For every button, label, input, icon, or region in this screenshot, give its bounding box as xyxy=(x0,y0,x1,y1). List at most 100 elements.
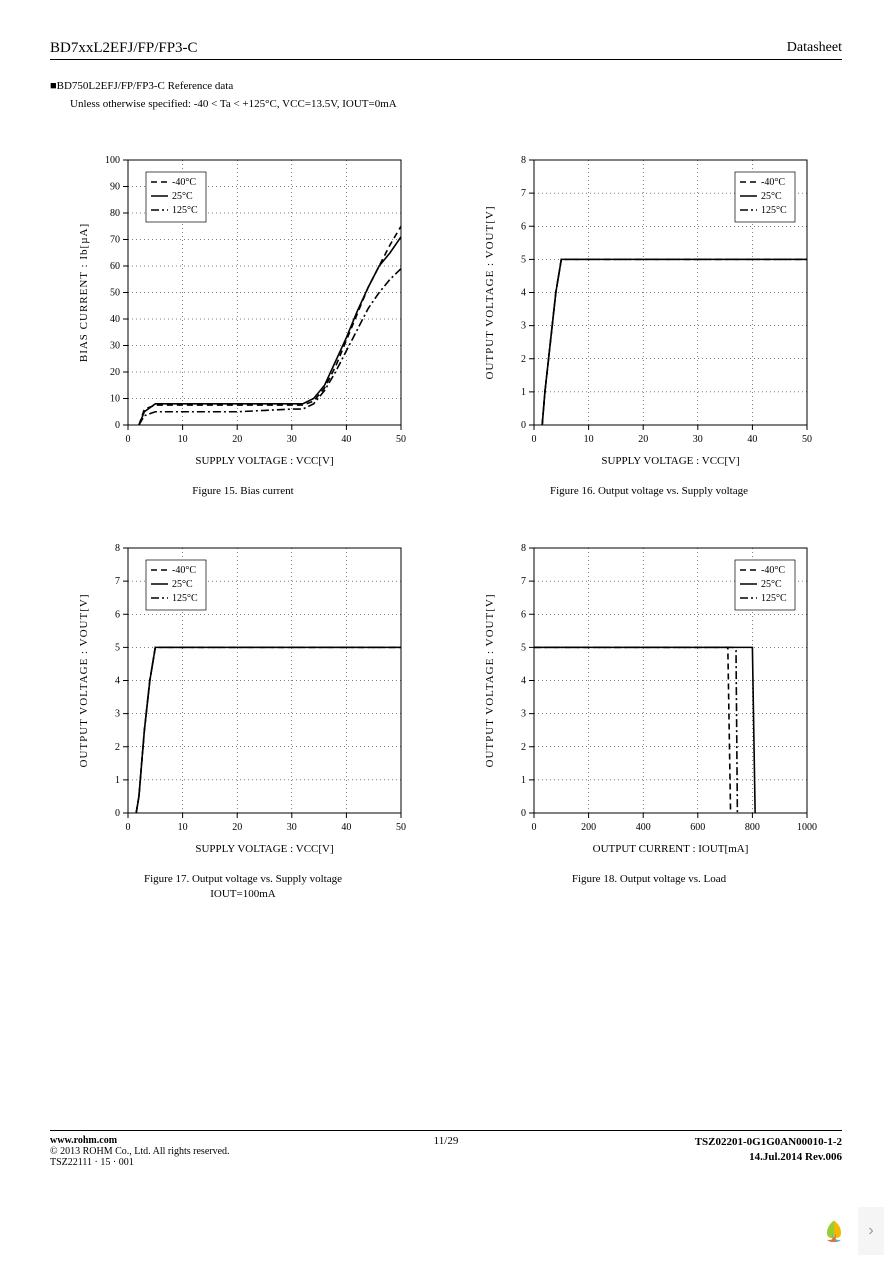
doc-label: Datasheet xyxy=(787,40,842,57)
svg-text:50: 50 xyxy=(396,434,406,445)
svg-text:40: 40 xyxy=(341,434,351,445)
svg-text:125°C: 125°C xyxy=(761,593,787,604)
svg-text:0: 0 xyxy=(115,420,120,431)
chart-grid: 010203040500102030405060708090100SUPPLY … xyxy=(60,150,832,901)
svg-text:30: 30 xyxy=(110,341,120,352)
svg-text:8: 8 xyxy=(521,155,526,166)
svg-text:10: 10 xyxy=(178,822,188,833)
svg-text:10: 10 xyxy=(584,434,594,445)
svg-text:OUTPUT VOLTAGE : VOUT[V]: OUTPUT VOLTAGE : VOUT[V] xyxy=(484,206,496,380)
footer-date: 14.Jul.2014 Rev.006 xyxy=(695,1150,842,1165)
svg-text:25°C: 25°C xyxy=(172,191,193,202)
svg-text:SUPPLY VOLTAGE : VCC[V]: SUPPLY VOLTAGE : VCC[V] xyxy=(601,455,739,467)
next-page-button[interactable]: › xyxy=(858,1207,884,1255)
svg-text:20: 20 xyxy=(638,434,648,445)
svg-text:1: 1 xyxy=(115,775,120,786)
svg-text:3: 3 xyxy=(115,709,120,720)
svg-text:0: 0 xyxy=(532,434,537,445)
logo-icon xyxy=(820,1217,848,1245)
svg-text:6: 6 xyxy=(521,610,526,621)
svg-text:1000: 1000 xyxy=(797,822,817,833)
svg-text:25°C: 25°C xyxy=(172,579,193,590)
caption-fig18: Figure 18. Output voltage vs. Load xyxy=(572,872,726,886)
svg-text:3: 3 xyxy=(521,321,526,332)
svg-text:2: 2 xyxy=(521,742,526,753)
chevron-right-icon: › xyxy=(868,1222,873,1240)
svg-text:200: 200 xyxy=(581,822,596,833)
chart-fig15: 010203040500102030405060708090100SUPPLY … xyxy=(73,150,413,470)
svg-text:30: 30 xyxy=(287,434,297,445)
viewer-nav: › xyxy=(820,1207,884,1255)
svg-text:40: 40 xyxy=(747,434,757,445)
svg-text:20: 20 xyxy=(110,367,120,378)
svg-text:8: 8 xyxy=(115,543,120,554)
svg-text:25°C: 25°C xyxy=(761,579,782,590)
svg-text:OUTPUT VOLTAGE : VOUT[V]: OUTPUT VOLTAGE : VOUT[V] xyxy=(484,594,496,768)
svg-text:90: 90 xyxy=(110,182,120,193)
svg-text:60: 60 xyxy=(110,261,120,272)
svg-text:0: 0 xyxy=(521,808,526,819)
svg-text:4: 4 xyxy=(521,676,526,687)
svg-text:-40°C: -40°C xyxy=(761,177,785,188)
svg-text:-40°C: -40°C xyxy=(761,565,785,576)
svg-text:5: 5 xyxy=(521,254,526,265)
svg-text:8: 8 xyxy=(521,543,526,554)
svg-text:6: 6 xyxy=(521,221,526,232)
svg-text:125°C: 125°C xyxy=(761,205,787,216)
svg-text:SUPPLY VOLTAGE : VCC[V]: SUPPLY VOLTAGE : VCC[V] xyxy=(195,843,333,855)
svg-text:10: 10 xyxy=(178,434,188,445)
svg-text:70: 70 xyxy=(110,235,120,246)
svg-text:40: 40 xyxy=(110,314,120,325)
svg-text:40: 40 xyxy=(341,822,351,833)
svg-text:OUTPUT VOLTAGE : VOUT[V]: OUTPUT VOLTAGE : VOUT[V] xyxy=(78,594,90,768)
svg-text:20: 20 xyxy=(232,434,242,445)
svg-text:50: 50 xyxy=(802,434,812,445)
svg-text:2: 2 xyxy=(521,354,526,365)
svg-text:3: 3 xyxy=(521,709,526,720)
svg-text:400: 400 xyxy=(636,822,651,833)
svg-text:30: 30 xyxy=(693,434,703,445)
svg-text:30: 30 xyxy=(287,822,297,833)
svg-text:SUPPLY VOLTAGE : VCC[V]: SUPPLY VOLTAGE : VCC[V] xyxy=(195,455,333,467)
svg-text:0: 0 xyxy=(521,420,526,431)
reference-heading: ■BD750L2EFJ/FP/FP3-C Reference data xyxy=(50,80,842,92)
footer-page: 11/29 xyxy=(50,1135,842,1147)
conditions: Unless otherwise specified: -40 < Ta < +… xyxy=(70,98,842,110)
svg-text:4: 4 xyxy=(115,676,120,687)
chart-fig16: 0 10 20 30 40 50 0 1 2 3 4 5 6 7 8 SUPPLY VOLTAGE : VCC… xyxy=(479,150,819,470)
footer-copyright: © 2013 ROHM Co., Ltd. All rights reserve… xyxy=(50,1146,230,1157)
svg-text:6: 6 xyxy=(115,610,120,621)
svg-text:5: 5 xyxy=(115,643,120,654)
svg-text:50: 50 xyxy=(396,822,406,833)
svg-text:125°C: 125°C xyxy=(172,205,198,216)
svg-text:600: 600 xyxy=(690,822,705,833)
part-number: BD7xxL2EFJ/FP/FP3-C xyxy=(50,40,198,57)
svg-text:OUTPUT CURRENT : IOUT[mA]: OUTPUT CURRENT : IOUT[mA] xyxy=(593,843,749,855)
svg-text:7: 7 xyxy=(521,188,526,199)
svg-text:1: 1 xyxy=(521,775,526,786)
svg-text:2: 2 xyxy=(115,742,120,753)
svg-text:20: 20 xyxy=(232,822,242,833)
caption-fig17: Figure 17. Output voltage vs. Supply vol… xyxy=(144,872,342,901)
caption-fig16: Figure 16. Output voltage vs. Supply vol… xyxy=(550,484,748,498)
svg-text:-40°C: -40°C xyxy=(172,177,196,188)
svg-text:25°C: 25°C xyxy=(761,191,782,202)
chart-fig17: 0 10 20 30 40 50 0 1 2 3 4 5 6 7 8 SUPPLY VOLTAGE : VCC… xyxy=(73,538,413,858)
svg-text:50: 50 xyxy=(110,288,120,299)
footer-tsz1: TSZ22111 · 15 · 001 xyxy=(50,1157,230,1168)
svg-text:7: 7 xyxy=(521,576,526,587)
svg-text:BIAS CURRENT : Ib[µA]: BIAS CURRENT : Ib[µA] xyxy=(78,223,90,362)
svg-text:1: 1 xyxy=(521,387,526,398)
svg-text:4: 4 xyxy=(521,288,526,299)
chart-fig18: 0 200 400 600 800 1000 0 1 2 3 4 5 6 7 8 OUTPUT CURRENT… xyxy=(479,538,819,858)
svg-text:5: 5 xyxy=(521,643,526,654)
svg-text:0: 0 xyxy=(115,808,120,819)
svg-text:80: 80 xyxy=(110,208,120,219)
svg-text:800: 800 xyxy=(745,822,760,833)
svg-text:0: 0 xyxy=(126,822,131,833)
svg-text:125°C: 125°C xyxy=(172,593,198,604)
svg-text:-40°C: -40°C xyxy=(172,565,196,576)
svg-text:10: 10 xyxy=(110,394,120,405)
svg-text:7: 7 xyxy=(115,576,120,587)
svg-text:0: 0 xyxy=(532,822,537,833)
